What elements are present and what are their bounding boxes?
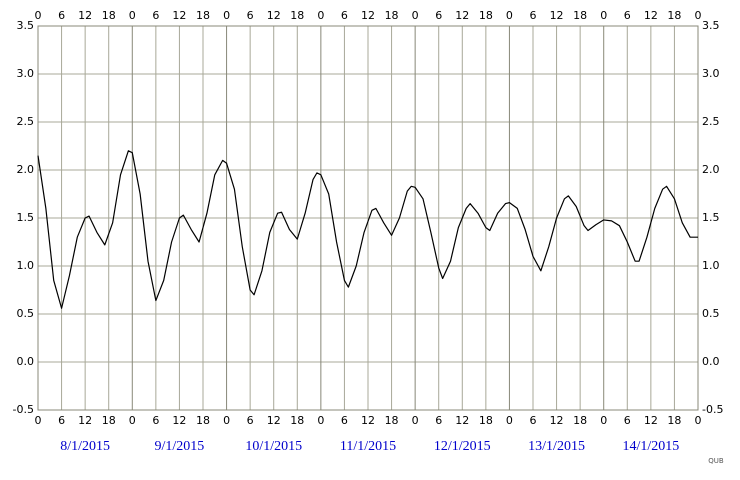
x-tick-label: 0 xyxy=(506,9,513,22)
y-tick-label: 3.0 xyxy=(702,67,720,80)
x-tick-label: 0 xyxy=(695,9,702,22)
x-tick-label: 6 xyxy=(435,414,442,427)
y-tick-label: 1.0 xyxy=(702,259,720,272)
x-tick-label: 12 xyxy=(455,9,469,22)
x-tick-label: 0 xyxy=(223,414,230,427)
x-tick-label: 6 xyxy=(624,9,631,22)
y-tick-label: -0.5 xyxy=(13,403,34,416)
y-tick-label: 2.5 xyxy=(17,115,35,128)
x-tick-label: 6 xyxy=(435,9,442,22)
x-tick-label: 6 xyxy=(530,414,537,427)
x-tick-label: 0 xyxy=(317,414,324,427)
x-tick-label: 18 xyxy=(573,414,587,427)
x-tick-label: 0 xyxy=(223,9,230,22)
x-tick-label: 0 xyxy=(129,9,136,22)
x-tick-label: 6 xyxy=(341,414,348,427)
x-tick-label: 0 xyxy=(412,414,419,427)
x-tick-label: 12 xyxy=(267,414,281,427)
x-tick-label: 18 xyxy=(667,414,681,427)
tide-line xyxy=(37,150,698,309)
x-tick-label: 18 xyxy=(290,9,304,22)
x-tick-label: 18 xyxy=(667,9,681,22)
x-tick-label: 12 xyxy=(267,9,281,22)
x-tick-label: 6 xyxy=(530,9,537,22)
x-tick-label: 18 xyxy=(385,414,399,427)
x-tick-label: 12 xyxy=(455,414,469,427)
x-tick-label: 0 xyxy=(35,9,42,22)
date-label: 9/1/2015 xyxy=(155,439,205,454)
x-tick-label: 18 xyxy=(102,9,116,22)
x-tick-label: 12 xyxy=(644,414,658,427)
x-tick-label: 18 xyxy=(196,414,210,427)
x-tick-label: 18 xyxy=(573,9,587,22)
x-tick-label: 18 xyxy=(479,414,493,427)
y-tick-label: -0.5 xyxy=(702,403,723,416)
y-tick-label: 0.0 xyxy=(702,355,720,368)
credit: QUB xyxy=(708,457,724,465)
x-tick-label: 6 xyxy=(58,414,65,427)
x-tick-label: 12 xyxy=(78,9,92,22)
y-tick-label: 3.0 xyxy=(17,67,35,80)
x-tick-label: 6 xyxy=(247,414,254,427)
x-tick-label: 6 xyxy=(152,414,159,427)
y-tick-label: 1.5 xyxy=(702,211,720,224)
y-tick-label: 2.5 xyxy=(702,115,720,128)
y-tick-label: 0.0 xyxy=(17,355,35,368)
x-tick-label: 0 xyxy=(600,414,607,427)
x-tick-label: 12 xyxy=(550,9,564,22)
date-label: 14/1/2015 xyxy=(622,439,679,454)
x-tick-label: 18 xyxy=(196,9,210,22)
x-tick-label: 6 xyxy=(247,9,254,22)
y-tick-label: 1.5 xyxy=(17,211,35,224)
x-tick-label: 12 xyxy=(78,414,92,427)
x-tick-label: 12 xyxy=(361,414,375,427)
x-tick-label: 0 xyxy=(600,9,607,22)
x-tick-label: 6 xyxy=(152,9,159,22)
date-label: 8/1/2015 xyxy=(60,439,110,454)
x-tick-label: 0 xyxy=(412,9,419,22)
x-tick-label: 18 xyxy=(385,9,399,22)
x-tick-label: 6 xyxy=(341,9,348,22)
x-tick-label: 6 xyxy=(624,414,631,427)
y-tick-label: 0.5 xyxy=(702,307,720,320)
x-tick-label: 12 xyxy=(172,9,186,22)
x-tick-label: 0 xyxy=(129,414,136,427)
x-tick-label: 12 xyxy=(644,9,658,22)
plot-frame xyxy=(37,25,699,411)
date-label: 12/1/2015 xyxy=(434,439,491,454)
x-tick-label: 18 xyxy=(479,9,493,22)
y-tick-label: 0.5 xyxy=(17,307,35,320)
x-tick-label: 0 xyxy=(35,414,42,427)
y-tick-label: 3.5 xyxy=(702,19,720,32)
x-tick-label: 12 xyxy=(550,414,564,427)
x-tick-label: 12 xyxy=(172,414,186,427)
date-label: 11/1/2015 xyxy=(340,439,396,454)
y-tick-label: 1.0 xyxy=(17,259,35,272)
x-tick-label: 18 xyxy=(290,414,304,427)
x-tick-label: 12 xyxy=(361,9,375,22)
x-tick-label: 0 xyxy=(317,9,324,22)
x-tick-label: 0 xyxy=(695,414,702,427)
x-tick-label: 18 xyxy=(102,414,116,427)
y-tick-label: 2.0 xyxy=(17,163,35,176)
x-tick-label: 6 xyxy=(58,9,65,22)
date-label: 10/1/2015 xyxy=(245,439,302,454)
x-tick-label: 0 xyxy=(506,414,513,427)
date-label: 13/1/2015 xyxy=(528,439,585,454)
y-tick-label: 2.0 xyxy=(702,163,720,176)
y-tick-label: 3.5 xyxy=(17,19,35,32)
